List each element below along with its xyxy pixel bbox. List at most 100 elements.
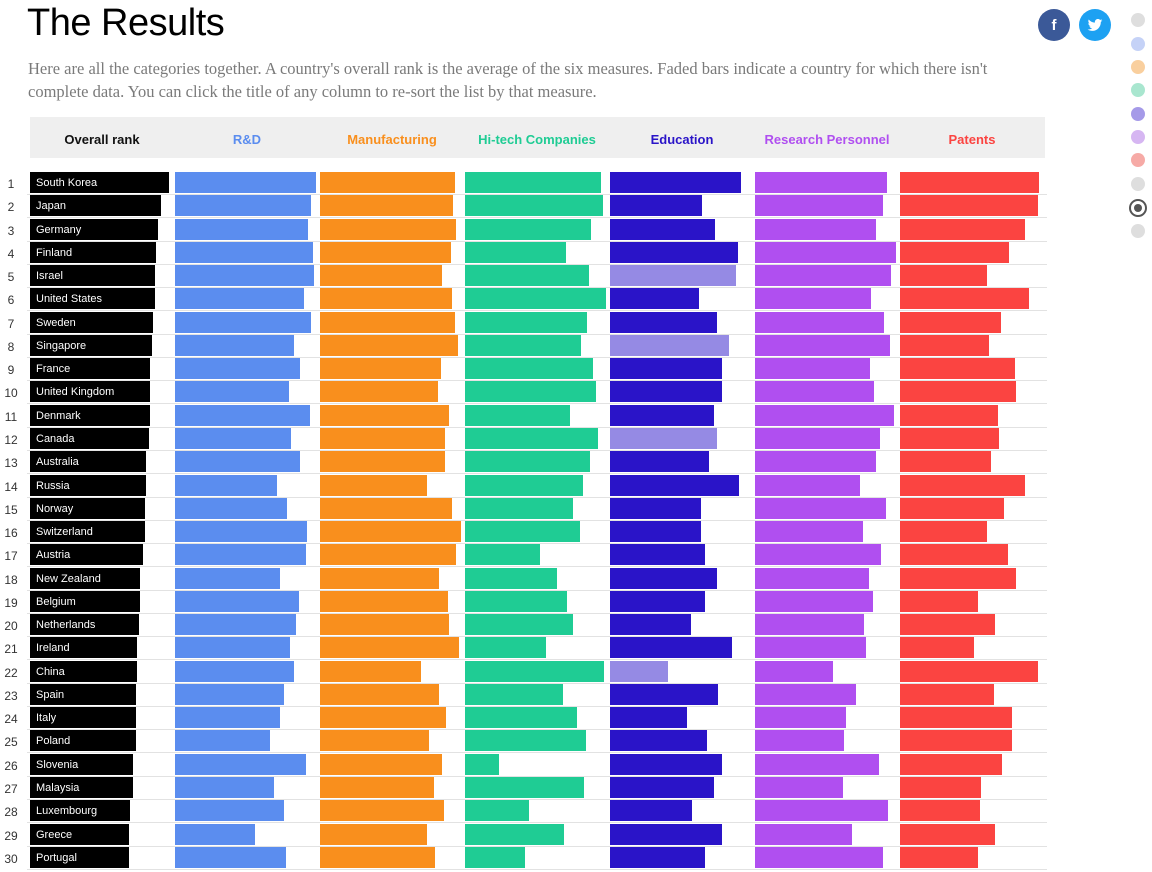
rd-bar[interactable] [175,428,291,449]
education-bar[interactable] [610,381,722,402]
education-bar[interactable] [610,451,709,472]
education-bar[interactable] [610,405,714,426]
hitech-bar[interactable] [465,242,566,263]
rd-bar[interactable] [175,172,316,193]
overall-bar[interactable] [30,381,150,402]
rd-bar[interactable] [175,637,290,658]
rd-bar[interactable] [175,475,277,496]
research-bar[interactable] [755,661,833,682]
hitech-bar[interactable] [465,195,603,216]
patents-bar[interactable] [900,591,978,612]
column-header-hitech[interactable]: Hi-tech Companies [478,132,596,147]
hitech-bar[interactable] [465,544,540,565]
overall-bar[interactable] [30,312,153,333]
research-bar[interactable] [755,172,887,193]
overall-bar[interactable] [30,754,133,775]
rd-bar[interactable] [175,219,308,240]
education-bar[interactable] [610,312,717,333]
overall-bar[interactable] [30,475,146,496]
section-nav-dot[interactable] [1129,199,1147,217]
overall-bar[interactable] [30,242,156,263]
patents-bar[interactable] [900,288,1029,309]
hitech-bar[interactable] [465,312,587,333]
column-header-patents[interactable]: Patents [948,132,996,147]
hitech-bar[interactable] [465,707,577,728]
research-bar[interactable] [755,335,890,356]
manufacturing-bar[interactable] [320,754,442,775]
hitech-bar[interactable] [465,754,499,775]
education-bar[interactable] [610,707,687,728]
patents-bar[interactable] [900,498,1004,519]
section-nav-dot[interactable] [1131,83,1145,97]
research-bar[interactable] [755,800,888,821]
patents-bar[interactable] [900,637,974,658]
research-bar[interactable] [755,242,896,263]
research-bar[interactable] [755,754,879,775]
rd-bar[interactable] [175,312,311,333]
manufacturing-bar[interactable] [320,312,455,333]
rd-bar[interactable] [175,847,286,868]
overall-bar[interactable] [30,544,143,565]
manufacturing-bar[interactable] [320,335,458,356]
overall-bar[interactable] [30,684,136,705]
rd-bar[interactable] [175,730,270,751]
rd-bar[interactable] [175,498,287,519]
hitech-bar[interactable] [465,381,596,402]
patents-bar[interactable] [900,824,995,845]
patents-bar[interactable] [900,661,1038,682]
overall-bar[interactable] [30,405,150,426]
research-bar[interactable] [755,312,884,333]
education-bar[interactable] [610,428,717,449]
overall-bar[interactable] [30,777,133,798]
overall-bar[interactable] [30,428,149,449]
overall-bar[interactable] [30,358,150,379]
education-bar[interactable] [610,661,668,682]
research-bar[interactable] [755,521,863,542]
manufacturing-bar[interactable] [320,777,434,798]
education-bar[interactable] [610,544,705,565]
research-bar[interactable] [755,288,871,309]
facebook-share-button[interactable]: f [1038,9,1070,41]
manufacturing-bar[interactable] [320,614,449,635]
overall-bar[interactable] [30,637,137,658]
patents-bar[interactable] [900,312,1001,333]
overall-bar[interactable] [30,451,146,472]
section-nav-dot[interactable] [1131,107,1145,121]
rd-bar[interactable] [175,568,280,589]
education-bar[interactable] [610,614,691,635]
hitech-bar[interactable] [465,637,546,658]
education-bar[interactable] [610,219,715,240]
manufacturing-bar[interactable] [320,521,461,542]
column-header-manufacturing[interactable]: Manufacturing [347,132,437,147]
manufacturing-bar[interactable] [320,288,452,309]
education-bar[interactable] [610,684,718,705]
hitech-bar[interactable] [465,475,583,496]
rd-bar[interactable] [175,661,294,682]
overall-bar[interactable] [30,521,145,542]
rd-bar[interactable] [175,521,307,542]
rd-bar[interactable] [175,265,314,286]
manufacturing-bar[interactable] [320,498,452,519]
patents-bar[interactable] [900,358,1015,379]
rd-bar[interactable] [175,707,280,728]
manufacturing-bar[interactable] [320,684,439,705]
manufacturing-bar[interactable] [320,358,441,379]
column-header-rd[interactable]: R&D [232,132,262,147]
education-bar[interactable] [610,754,722,775]
research-bar[interactable] [755,498,886,519]
section-nav-dot[interactable] [1131,153,1145,167]
overall-bar[interactable] [30,498,145,519]
rd-bar[interactable] [175,754,306,775]
overall-bar[interactable] [30,288,155,309]
overall-bar[interactable] [30,172,169,193]
research-bar[interactable] [755,684,856,705]
education-bar[interactable] [610,475,739,496]
manufacturing-bar[interactable] [320,265,442,286]
education-bar[interactable] [610,335,729,356]
hitech-bar[interactable] [465,405,570,426]
hitech-bar[interactable] [465,335,581,356]
research-bar[interactable] [755,451,876,472]
hitech-bar[interactable] [465,451,590,472]
section-nav-dot[interactable] [1131,224,1145,238]
hitech-bar[interactable] [465,172,601,193]
